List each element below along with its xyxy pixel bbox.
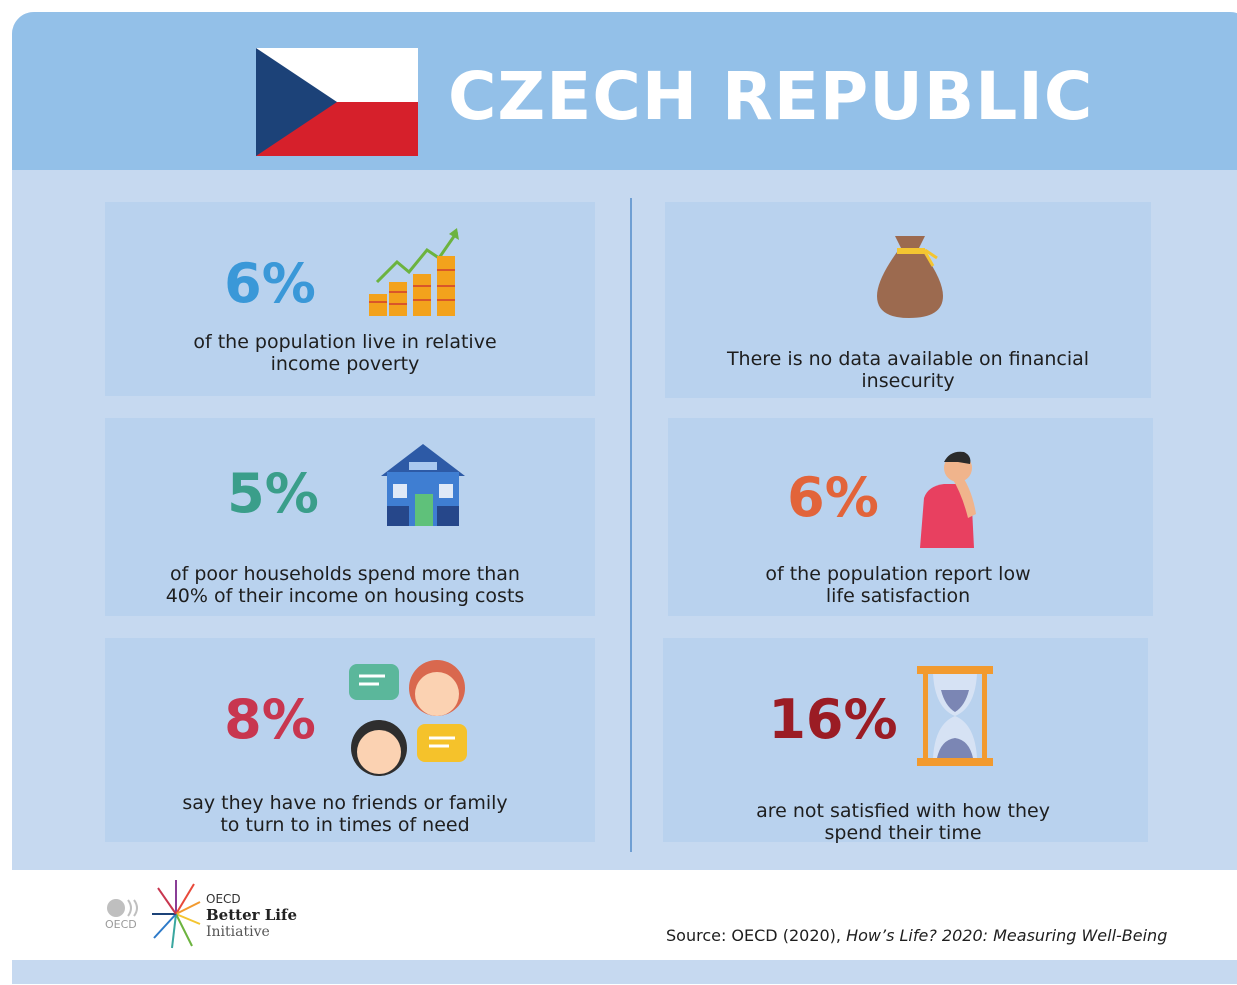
card: 16% are not satisfied with how they spen… [663,638,1148,844]
card: 8% say they have no friends or family to… [105,638,595,842]
source-title: How’s Life? 2020: Measuring Well-Being [846,926,1168,945]
better-life-burst [152,880,201,949]
card: There is no data available on financial … [665,202,1151,398]
description: say they have no friends or family to tu… [182,792,508,836]
sad-person-icon [920,451,976,548]
infographic: CZECH REPUBLIC 6% of the population live… [12,12,1237,984]
description: of poor households spend more than 40% o… [165,563,525,607]
card: 5% of poor households spend more than 40… [105,418,595,616]
title: CZECH REPUBLIC [448,58,1094,135]
footer: OECD OECD Better Life Initiative Source:… [12,870,1237,960]
divider [630,198,632,852]
stat: 6% [224,252,316,315]
card: 6% of the population report low life sat… [668,418,1153,616]
people-chat-icon [349,660,467,776]
stat: 6% [787,466,879,529]
description: There is no data available on financial … [726,348,1090,392]
description: are not satisfied with how they spend th… [756,800,1050,844]
description: of the population live in relative incom… [193,331,497,375]
header: CZECH REPUBLIC [12,12,1237,170]
card: 6% of the population live in relative in… [105,202,595,396]
source-prefix: Source: OECD (2020), [666,926,847,945]
description: of the population report low life satisf… [765,563,1031,607]
logo-line: Initiative [206,924,270,940]
hourglass-icon [917,666,993,766]
source: Source: OECD (2020), How’s Life? 2020: M… [666,926,1167,945]
coins-icon [369,228,459,316]
house-icon [381,444,465,526]
logo-line: Better Life [206,906,297,924]
stat: 16% [768,688,898,751]
stat: 5% [227,462,319,525]
logo-mark: OECD [105,918,137,931]
flag [256,48,418,156]
stat: 8% [224,688,316,751]
money-bag-icon [877,236,943,318]
oecd-globe [107,899,138,917]
logo-line: OECD [206,892,241,906]
